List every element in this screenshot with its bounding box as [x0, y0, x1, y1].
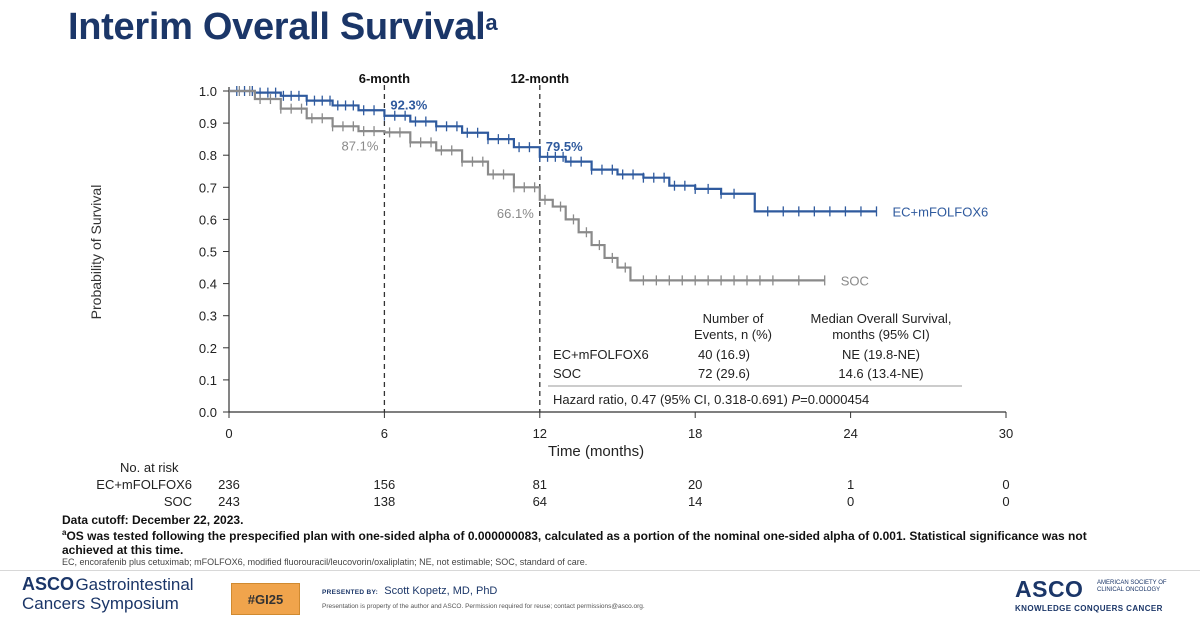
y-tick-label: 0.3: [199, 309, 217, 324]
hazard-ratio: Hazard ratio, 0.47 (95% CI, 0.318-0.691)…: [553, 392, 869, 407]
at-risk-value: 14: [687, 494, 703, 509]
at-risk-value: 81: [532, 477, 548, 492]
footnote-a-line1: aOS was tested following the prespecifie…: [62, 528, 1087, 543]
footer-divider: [0, 570, 1200, 571]
series-end-label: EC+mFOLFOX6: [893, 204, 989, 219]
at-risk-value: 138: [373, 494, 396, 509]
symposium-line1: Gastrointestinal: [75, 575, 194, 594]
y-tick-label: 0.1: [199, 373, 217, 388]
y-tick-label: 0.5: [199, 245, 217, 260]
y-tick-label: 0.4: [199, 277, 217, 292]
x-tick-label: 30: [999, 426, 1013, 441]
p-label: P: [791, 392, 800, 407]
stats-header-median: Median Overall Survival,: [811, 311, 952, 326]
at-risk-value: 20: [687, 477, 703, 492]
stats-row-median: 14.6 (13.4-NE): [838, 366, 923, 381]
asco-logo-text: ASCO: [1015, 576, 1084, 602]
stats-header-events: Number of: [703, 311, 764, 326]
x-tick-label: 18: [688, 426, 702, 441]
y-tick-label: 0.9: [199, 116, 217, 131]
km-survival-chart: 0.0 0.1 0.2 0.3 0.4 0.5 0.6 0.7 0.8 0.9 1.0 0 6 12 18 2…: [199, 71, 1013, 441]
at-risk-value: 0: [1002, 477, 1010, 492]
footnote-cutoff: Data cutoff: December 22, 2023.: [62, 513, 244, 527]
stats-row-events: 72 (29.6): [698, 366, 750, 381]
stats-row-arm: EC+mFOLFOX6: [553, 347, 649, 362]
at-risk-value: 156: [373, 477, 396, 492]
symposium-line2: Cancers Symposium: [22, 594, 179, 613]
x-tick-label: 6: [381, 426, 388, 441]
series-end-label: SOC: [841, 273, 869, 288]
reference-line-label: 12-month: [511, 71, 570, 86]
p-value: =0.0000454: [800, 392, 869, 407]
asco-logo: ASCO AMERICAN SOCIETY OF CLINICAL ONCOLO…: [1015, 576, 1185, 613]
stats-row-arm: SOC: [553, 366, 581, 381]
at-risk-value: 243: [218, 494, 240, 509]
series-line-1: [229, 89, 825, 282]
slide-title: Interim Overall Survivala: [68, 6, 498, 49]
footnote-a-text1: OS was tested following the prespecified…: [66, 529, 1087, 543]
footnote-a-line2: achieved at this time.: [62, 543, 184, 557]
asco-society-name: AMERICAN SOCIETY OF CLINICAL ONCOLOGY: [1097, 580, 1167, 594]
asco-tagline: KNOWLEDGE CONQUERS CANCER: [1015, 604, 1163, 613]
symposium-logo: ASCO Gastrointestinal Cancers Symposium: [22, 574, 194, 614]
at-risk-value: 236: [218, 477, 240, 492]
stats-header-events: Events, n (%): [694, 327, 772, 342]
at-risk-value: 1: [846, 477, 855, 492]
property-note: Presentation is property of the author a…: [322, 603, 645, 610]
x-tick-label: 0: [225, 426, 232, 441]
presenter-name: Scott Kopetz, MD, PhD: [384, 585, 498, 597]
y-axis-label: Probability of Survival: [88, 184, 104, 320]
stats-row-median: NE (19.8-NE): [842, 347, 920, 362]
y-tick-label: 0.7: [199, 180, 217, 195]
footnote-a-mark: a: [62, 528, 67, 537]
y-tick-label: 0.6: [199, 212, 217, 227]
stats-row-events: 40 (16.9): [698, 347, 750, 362]
at-risk-title: No. at risk: [120, 460, 179, 475]
x-axis-label: Time (months): [548, 443, 645, 460]
slide-title-text: Interim Overall Survival: [68, 6, 486, 48]
at-risk-value: 0: [1002, 494, 1010, 509]
x-tick-label: 24: [843, 426, 857, 441]
at-risk-row-label: SOC: [163, 494, 192, 509]
survival-annotation: 66.1%: [497, 206, 534, 221]
reference-line-label: 6-month: [359, 71, 410, 86]
asco-society-line1: AMERICAN SOCIETY OF: [1097, 580, 1167, 586]
presented-by: PRESENTED BY: Scott Kopetz, MD, PhD: [322, 585, 497, 597]
symposium-brand: ASCO: [22, 574, 75, 594]
footnote-abbreviations: EC, encorafenib plus cetuximab; mFOLFOX6…: [62, 557, 588, 567]
y-tick-label: 0.8: [199, 148, 217, 163]
survival-annotation: 92.3%: [390, 98, 427, 113]
x-tick-label: 12: [533, 426, 547, 441]
survival-annotation: 87.1%: [342, 138, 379, 153]
asco-society-line2: CLINICAL ONCOLOGY: [1097, 587, 1161, 593]
hashtag-badge: #GI25: [231, 583, 300, 615]
at-risk-row-label: EC+mFOLFOX6: [96, 477, 192, 492]
survival-annotation: 79.5%: [546, 139, 583, 154]
presented-by-label: PRESENTED BY:: [322, 589, 379, 596]
at-risk-value: 0: [846, 494, 855, 509]
y-tick-label: 0.2: [199, 341, 217, 356]
title-superscript: a: [485, 10, 498, 35]
hazard-ratio-text: Hazard ratio, 0.47 (95% CI, 0.318-0.691): [553, 392, 791, 407]
y-tick-label: 1.0: [199, 84, 217, 99]
y-tick-label: 0.0: [199, 405, 217, 420]
at-risk-value: 64: [532, 494, 548, 509]
stats-header-median: months (95% CI): [832, 327, 930, 342]
